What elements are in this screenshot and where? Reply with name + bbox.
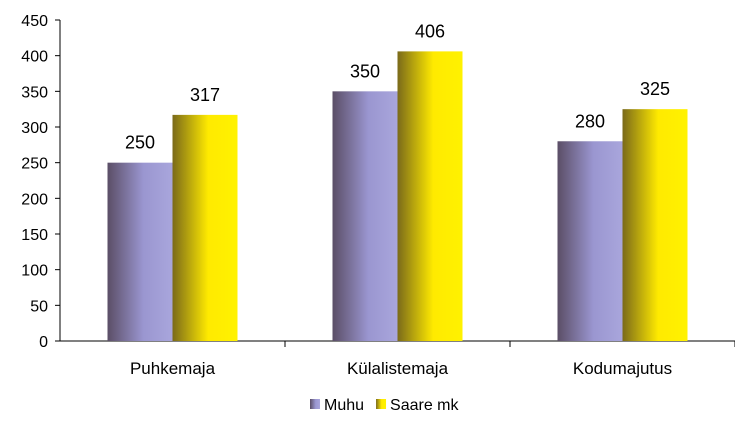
legend-swatch xyxy=(376,399,387,409)
data-label: 317 xyxy=(190,85,220,105)
bar-muhu-3 xyxy=(557,141,623,341)
legend-label: Muhu xyxy=(324,397,364,414)
y-tick-label: 200 xyxy=(21,191,48,208)
data-label: 325 xyxy=(640,79,670,99)
y-tick-label: 150 xyxy=(21,227,48,244)
data-labels: 250 317 350 406 280 325 xyxy=(125,21,670,152)
bars xyxy=(107,51,688,342)
y-tick-label: 350 xyxy=(21,84,48,101)
legend-swatch xyxy=(310,399,320,409)
axes: 0 50 100 150 200 250 300 350 400 450 Puhkemaja Küla… xyxy=(21,13,735,378)
bar-saare-mk-3 xyxy=(622,109,688,342)
data-label: 280 xyxy=(575,111,605,131)
data-label: 350 xyxy=(350,61,380,81)
legend-label: Saare mk xyxy=(390,397,459,414)
data-label: 406 xyxy=(415,21,445,41)
x-category-label: Puhkemaja xyxy=(130,359,216,378)
bar-muhu-2 xyxy=(332,91,398,341)
x-category-label: Kodumajutus xyxy=(573,359,672,378)
data-label: 250 xyxy=(125,133,155,153)
y-tick-label: 400 xyxy=(21,49,48,66)
bar-saare-mk-2 xyxy=(397,51,463,342)
y-tick-label: 0 xyxy=(39,334,48,351)
y-tick-label: 300 xyxy=(21,120,48,137)
y-tick-label: 250 xyxy=(21,156,48,173)
y-tick-label: 100 xyxy=(21,263,48,280)
bar-muhu-1 xyxy=(107,162,173,341)
x-category-label: Külalistemaja xyxy=(347,359,449,378)
legend: Muhu Saare mk xyxy=(310,397,460,414)
bar-saare-mk-1 xyxy=(172,114,238,341)
y-tick-label: 50 xyxy=(30,298,48,315)
y-tick-label: 450 xyxy=(21,13,48,30)
